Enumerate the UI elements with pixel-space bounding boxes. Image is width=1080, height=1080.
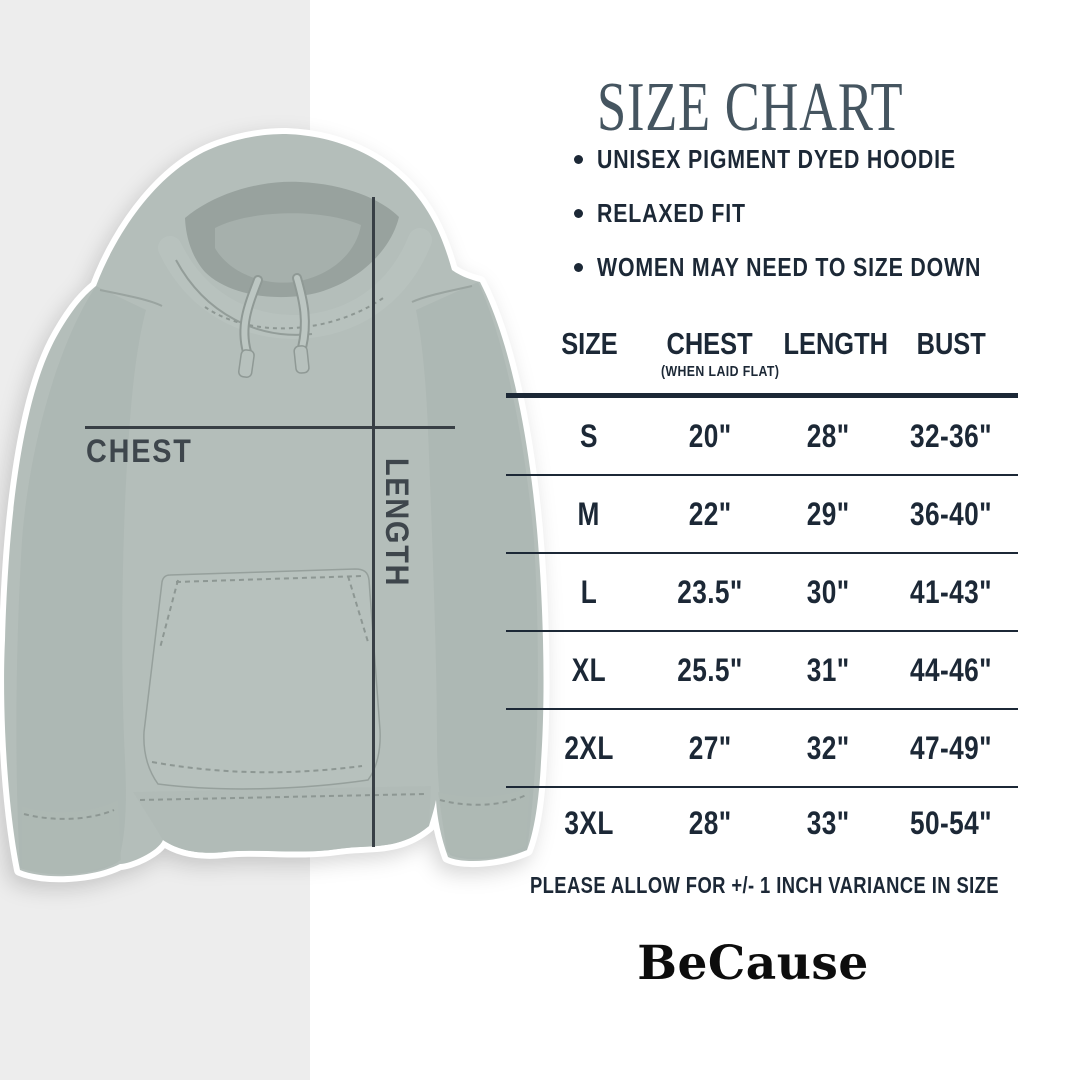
hood-rim xyxy=(158,228,432,339)
hoodie-pocket xyxy=(143,568,381,790)
column-header-chest: CHEST (WHEN LAID FLAT) xyxy=(648,320,780,393)
table-cell: XL xyxy=(571,651,607,688)
table-cell: 28" xyxy=(688,804,732,841)
hoodie-illustration xyxy=(0,128,550,883)
table-cell: 25.5" xyxy=(677,651,743,688)
table-row: L 23.5" 30" 41-43" xyxy=(506,554,1018,632)
table-cell: 32" xyxy=(806,729,850,766)
table-cell: 22" xyxy=(688,495,732,532)
column-header-bust: BUST xyxy=(916,326,986,361)
table-cell: 36-40" xyxy=(909,495,992,532)
size-table: SIZE CHEST (WHEN LAID FLAT) LENGTH BUST … xyxy=(506,320,1018,858)
table-cell: 50-54" xyxy=(909,804,992,841)
list-item: UNISEX PIGMENT DYED HOODIE xyxy=(560,146,1066,173)
table-cell: 41-43" xyxy=(909,573,992,610)
list-item: WOMEN MAY NEED TO SIZE DOWN xyxy=(560,254,1066,281)
list-item: RELAXED FIT xyxy=(560,200,1066,227)
table-cell: 2XL xyxy=(564,729,614,766)
chest-measure-line xyxy=(85,426,455,429)
feature-list: UNISEX PIGMENT DYED HOODIE RELAXED FIT W… xyxy=(560,146,1066,308)
bullet-icon xyxy=(574,209,583,218)
table-cell: 32-36" xyxy=(909,417,992,454)
size-table-body: S 20" 28" 32-36" M 22" 29" 36-40" L 23.5" 30" 41-43… xyxy=(506,398,1018,858)
table-cell: 20" xyxy=(688,417,732,454)
table-row: 2XL 27" 32" 47-49" xyxy=(506,710,1018,788)
hoodie-left-sleeve xyxy=(16,286,146,875)
table-row: XL 25.5" 31" 44-46" xyxy=(506,632,1018,710)
hoodie-photo xyxy=(0,100,565,900)
bullet-icon xyxy=(574,155,583,164)
table-cell: 33" xyxy=(806,804,850,841)
size-table-header: SIZE CHEST (WHEN LAID FLAT) LENGTH BUST xyxy=(506,320,1018,398)
table-cell: 44-46" xyxy=(909,651,992,688)
table-cell: 31" xyxy=(806,651,850,688)
hoodie-hem xyxy=(133,786,431,853)
table-cell: 3XL xyxy=(564,804,614,841)
variance-note: PLEASE ALLOW FOR +/- 1 INCH VARIANCE IN … xyxy=(530,872,999,898)
column-header-size: SIZE xyxy=(560,326,618,361)
page-title: SIZE CHART xyxy=(596,69,904,146)
table-row: 3XL 28" 33" 50-54" xyxy=(506,788,1018,858)
table-cell: 27" xyxy=(688,729,732,766)
table-cell: M xyxy=(577,495,601,532)
table-cell: L xyxy=(580,573,598,610)
brand-logo: BeCause xyxy=(637,936,869,991)
hoodie-drawstrings xyxy=(238,273,310,378)
table-cell: 23.5" xyxy=(677,573,743,610)
table-cell: 47-49" xyxy=(909,729,992,766)
table-cell: 30" xyxy=(806,573,850,610)
table-cell: 28" xyxy=(806,417,850,454)
chest-label: CHEST xyxy=(86,433,193,469)
column-header-note: (WHEN LAID FLAT) xyxy=(660,363,780,380)
table-row: M 22" 29" 36-40" xyxy=(506,476,1018,554)
table-cell: 29" xyxy=(806,495,850,532)
table-row: S 20" 28" 32-36" xyxy=(506,398,1018,476)
length-measure-line xyxy=(372,197,375,847)
hood-lining xyxy=(215,213,361,283)
bullet-icon xyxy=(574,263,583,272)
column-header-length: LENGTH xyxy=(783,326,888,361)
length-label: LENGTH xyxy=(379,458,415,588)
hoodie-left-cuff xyxy=(22,800,121,875)
table-cell: S xyxy=(580,417,598,454)
